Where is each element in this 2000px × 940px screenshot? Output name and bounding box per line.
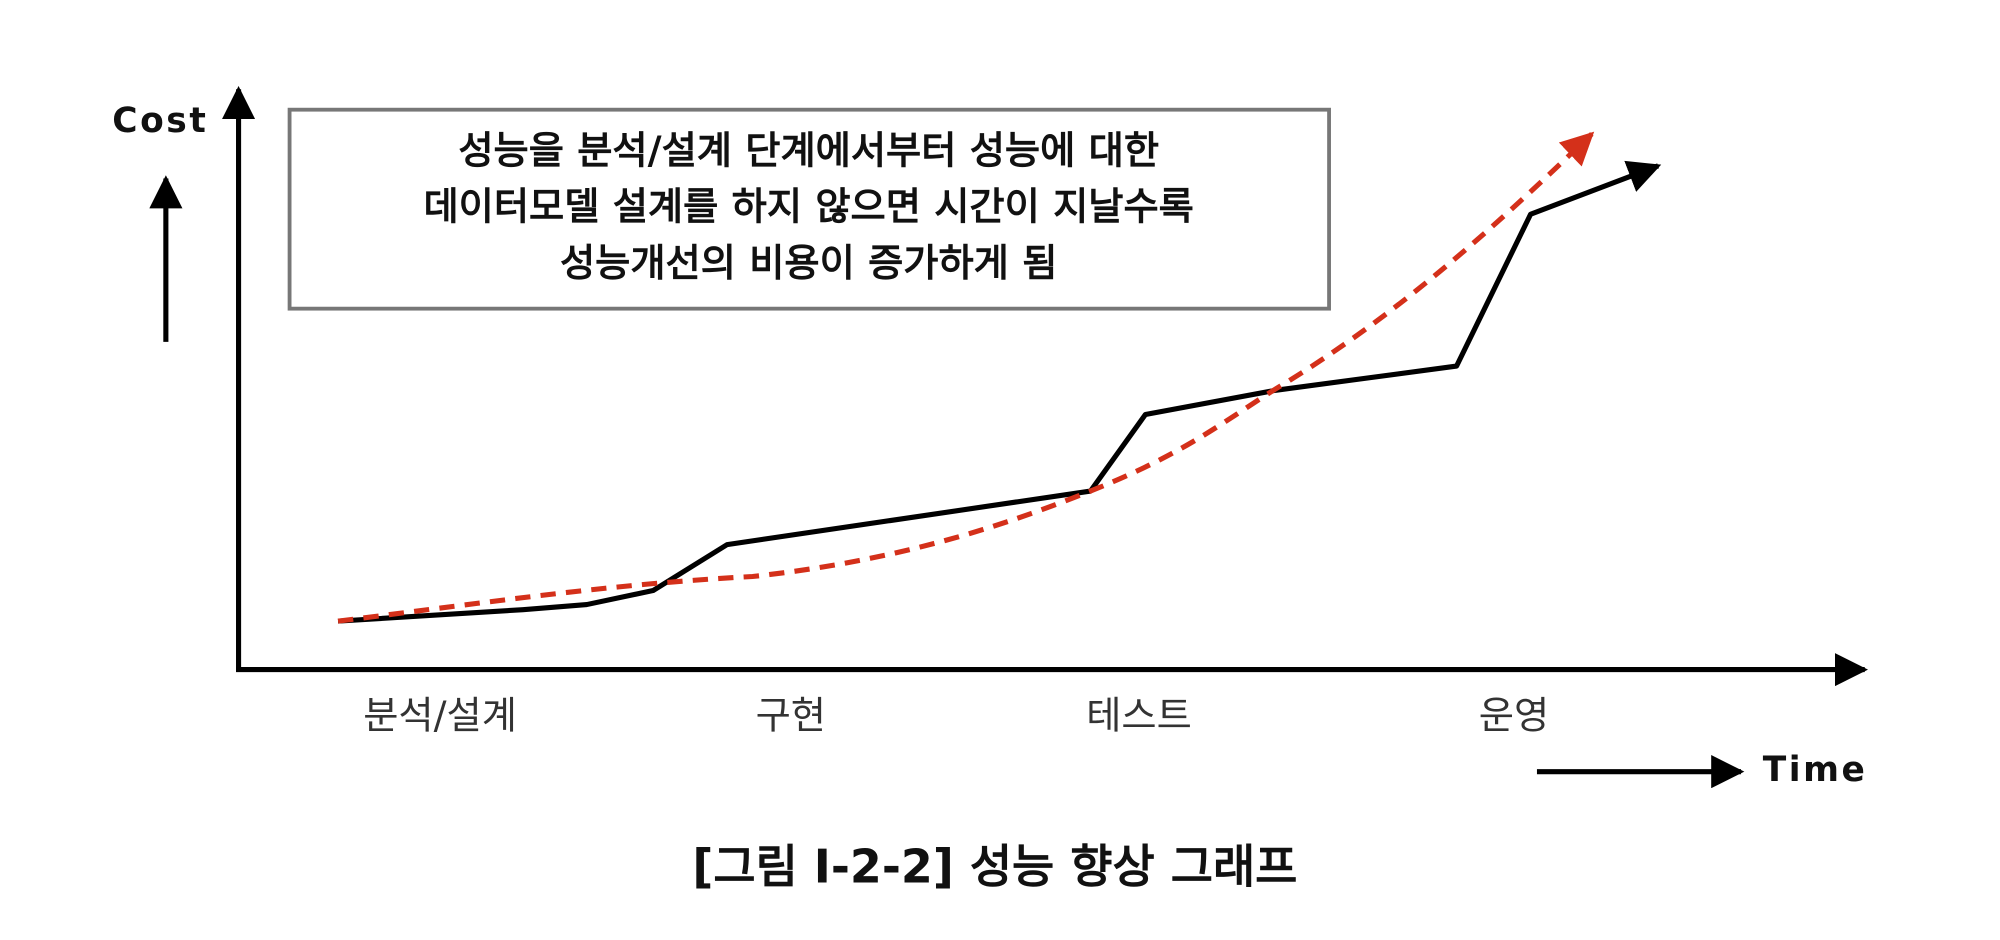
x-axis-label: Time	[1763, 750, 1868, 790]
caption: [그림 Ⅰ-2-2] 성능 향상 그래프	[692, 839, 1297, 893]
note-line: 성능을 분석/설계 단계에서부터 성능에 대한	[458, 129, 1159, 174]
note-box	[287, 107, 1331, 311]
y-axis-label: Cost	[112, 101, 208, 141]
note-line: 성능개선의 비용이 증가하게 됨	[560, 241, 1057, 286]
stage-label: 분석/설계	[363, 694, 517, 739]
note-line: 데이터모델 설계를 하지 않으면 시간이 지날수록	[423, 185, 1193, 230]
stage-label: 구현	[756, 694, 826, 739]
trend-line	[337, 131, 1595, 624]
stage-label: 테스트	[1086, 694, 1192, 739]
stage-label: 운영	[1479, 694, 1549, 739]
